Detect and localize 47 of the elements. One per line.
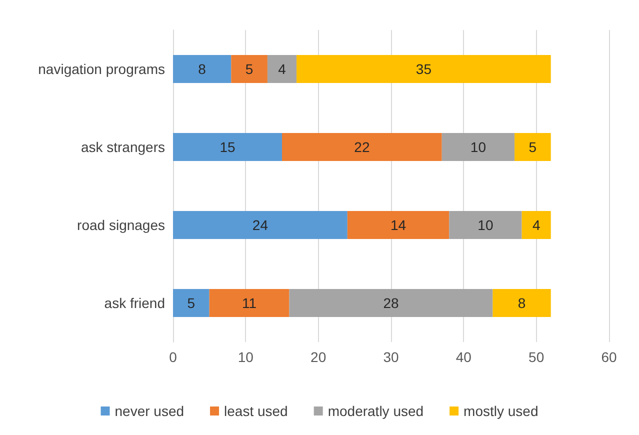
bar [347, 210, 450, 240]
data-label: 4 [532, 217, 540, 233]
data-label: 22 [354, 139, 370, 155]
bar [282, 132, 442, 162]
legend-label: mostly used [464, 403, 538, 419]
data-label: 8 [518, 295, 526, 311]
bar [209, 288, 290, 318]
bar [173, 288, 210, 318]
data-label: 10 [470, 139, 486, 155]
x-tick-label: 10 [238, 349, 254, 365]
data-label: 24 [252, 217, 268, 233]
bar [449, 210, 522, 240]
bar [231, 54, 268, 84]
bar [514, 132, 551, 162]
y-tick-label: ask strangers [80, 139, 165, 155]
x-tick-label: 20 [310, 349, 326, 365]
bar [173, 54, 232, 84]
legend-label: moderatly used [328, 403, 424, 419]
data-label: 5 [245, 61, 254, 77]
bar [173, 132, 282, 162]
bar [296, 54, 551, 84]
y-tick-label: navigation programs [38, 61, 165, 77]
bar [267, 54, 297, 84]
x-tick-label: 0 [169, 349, 178, 365]
data-label: 5 [187, 295, 196, 311]
data-label: 5 [528, 139, 537, 155]
data-label: 4 [278, 61, 286, 77]
bar [173, 210, 348, 240]
data-label: 28 [383, 295, 399, 311]
x-tick-label: 30 [383, 349, 399, 365]
data-label: 8 [198, 61, 206, 77]
x-tick-label: 50 [528, 349, 544, 365]
x-tick-label: 60 [601, 349, 617, 365]
x-tick-label: 40 [456, 349, 472, 365]
data-label: 14 [390, 217, 406, 233]
legend-label: never used [114, 403, 184, 419]
data-label: 35 [416, 61, 432, 77]
bar [492, 288, 551, 318]
y-tick-label: ask friend [104, 295, 165, 311]
data-label: 11 [242, 295, 257, 311]
legend-label: least used [224, 403, 288, 419]
bar [522, 210, 551, 240]
y-tick-label: road signages [77, 217, 165, 233]
bar [442, 132, 515, 162]
data-label: 15 [220, 139, 236, 155]
data-label: 10 [478, 217, 494, 233]
bar [289, 288, 493, 318]
